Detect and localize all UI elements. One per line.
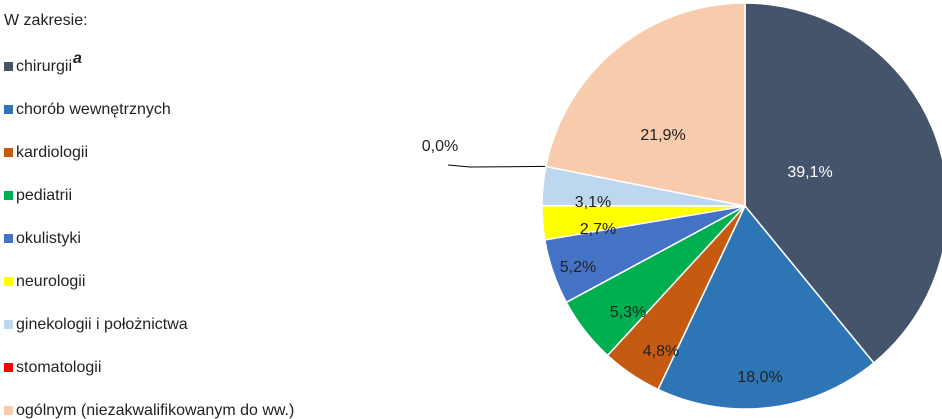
data-label: 5,2% — [560, 259, 596, 276]
legend-swatch — [4, 277, 13, 286]
data-label: 39,1% — [787, 164, 832, 181]
legend-title: W zakresie: — [4, 12, 88, 29]
legend-superscript: a — [73, 50, 82, 67]
legend-swatch — [4, 320, 13, 329]
legend-label: ogólnym (niezakwalifikowanym do ww.) — [16, 402, 294, 419]
legend-label: ginekologii i położnictwa — [16, 316, 188, 333]
pie-slice — [657, 204, 875, 410]
data-label: 2,7% — [580, 221, 616, 238]
legend-label: stomatologii — [16, 359, 101, 376]
legend-swatch — [4, 62, 13, 71]
legend-label: kardiologii — [16, 144, 88, 161]
pie-slice — [744, 2, 942, 364]
pie-slice — [545, 2, 746, 207]
legend-swatch — [4, 234, 13, 243]
data-label: 0,0% — [422, 138, 458, 155]
legend-label: chorób wewnętrznych — [16, 101, 171, 118]
legend-swatch — [4, 191, 13, 200]
legend-label: neurologii — [16, 273, 85, 290]
legend-swatch — [4, 105, 13, 114]
leader-line — [447, 164, 546, 168]
legend-label: pediatrii — [16, 187, 72, 204]
legend-swatch — [4, 148, 13, 157]
data-label: 21,9% — [640, 127, 685, 144]
legend-label: chirurgii — [16, 58, 72, 75]
legend-swatch — [4, 363, 13, 372]
data-label: 5,3% — [610, 304, 646, 321]
data-label: 18,0% — [737, 369, 782, 386]
data-label: 4,8% — [643, 343, 679, 360]
legend-swatch — [4, 406, 13, 415]
legend-label: okulistyki — [16, 230, 81, 247]
data-label: 3,1% — [575, 194, 611, 211]
